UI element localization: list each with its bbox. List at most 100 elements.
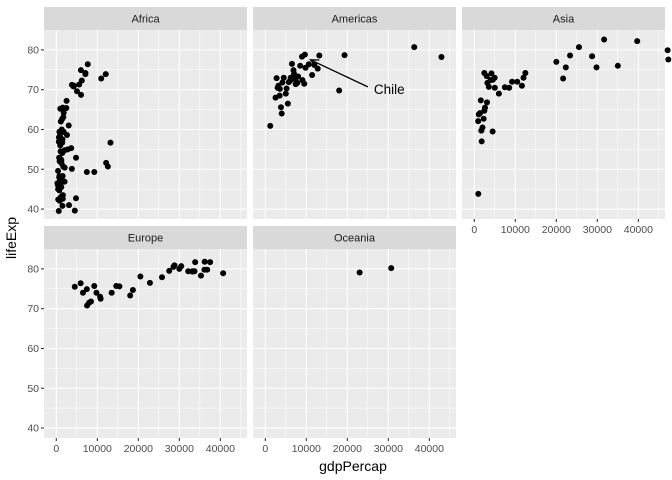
plot-area-africa	[44, 30, 247, 219]
data-point-americas	[272, 94, 279, 101]
data-point-asia	[483, 73, 490, 80]
x-tick-label: 30000	[583, 224, 612, 236]
data-point-africa	[60, 128, 67, 135]
data-point-asia	[518, 82, 525, 89]
data-point-asia	[477, 97, 484, 104]
data-point-africa	[71, 207, 78, 214]
data-point-americas	[297, 62, 304, 69]
data-point-africa	[73, 88, 80, 95]
data-point-asia	[487, 77, 494, 84]
data-point-asia	[488, 70, 495, 77]
data-point-asia	[553, 58, 560, 65]
data-point-asia	[495, 90, 502, 97]
strip-oceania	[253, 226, 456, 249]
x-tick-label: 40000	[206, 443, 235, 455]
panel-africa: Africa	[44, 7, 247, 219]
y-tick-label: 40	[27, 204, 39, 216]
data-point-europe	[146, 279, 153, 286]
panel-oceania: Oceania	[253, 226, 456, 438]
data-point-africa	[83, 169, 90, 176]
data-point-europe	[108, 289, 115, 296]
x-tick-label: 40000	[415, 443, 444, 455]
data-point-europe	[220, 270, 227, 277]
strip-label-europe: Europe	[128, 233, 163, 245]
plot-area-europe	[44, 249, 247, 438]
data-point-africa	[78, 91, 85, 98]
data-point-europe	[176, 265, 183, 272]
y-axis-title: lifeExp	[3, 217, 19, 259]
data-point-asia	[509, 78, 516, 85]
x-tick-label: 20000	[333, 443, 362, 455]
data-point-africa	[60, 109, 67, 116]
annotation-arrow-head	[308, 59, 320, 68]
annotation-arrow-line	[310, 59, 369, 88]
data-point-americas	[277, 104, 284, 111]
data-point-africa	[107, 139, 114, 146]
data-point-americas	[301, 80, 308, 87]
x-tick-label: 10000	[501, 224, 530, 236]
y-tick-label: 50	[27, 383, 39, 395]
strip-europe	[44, 226, 247, 249]
data-point-asia	[479, 124, 486, 131]
data-point-americas	[280, 74, 287, 81]
data-point-africa	[64, 146, 71, 153]
panel-asia: Asia	[462, 7, 672, 219]
data-point-asia	[483, 99, 490, 106]
data-point-americas	[411, 44, 418, 51]
data-point-europe	[129, 286, 136, 293]
data-point-africa	[73, 154, 80, 161]
plot-area-asia	[462, 30, 665, 219]
data-point-africa	[59, 202, 66, 209]
data-point-europe	[189, 268, 196, 275]
data-point-africa	[82, 71, 89, 78]
data-point-americas	[298, 53, 305, 60]
data-point-europe	[127, 292, 134, 299]
data-point-americas	[282, 90, 289, 97]
data-point-asia	[480, 115, 487, 122]
data-point-africa	[66, 202, 73, 209]
data-point-americas	[341, 52, 348, 59]
data-point-africa	[58, 184, 65, 191]
data-point-americas	[309, 71, 316, 78]
data-point-africa	[63, 97, 70, 104]
data-point-oceania	[356, 269, 363, 276]
data-point-europe	[192, 259, 199, 266]
data-point-asia	[522, 69, 529, 76]
data-point-africa	[56, 158, 63, 165]
data-point-americas	[274, 84, 281, 91]
data-point-americas	[283, 85, 290, 92]
x-tick-label: 30000	[165, 443, 194, 455]
x-tick-label: 0	[262, 443, 268, 455]
y-tick-label: 70	[27, 84, 39, 96]
data-point-europe	[171, 262, 178, 269]
data-point-europe	[93, 289, 100, 296]
strip-africa	[44, 7, 247, 30]
data-point-europe	[207, 259, 214, 266]
data-point-asia	[567, 52, 574, 59]
data-point-asia	[664, 47, 671, 54]
data-point-americas	[288, 60, 295, 67]
data-point-asia	[634, 38, 641, 45]
panel-europe: Europe	[44, 226, 262, 438]
strip-americas	[253, 7, 456, 30]
data-point-asia	[514, 78, 521, 85]
data-point-africa	[98, 75, 105, 82]
data-point-africa	[77, 67, 84, 74]
data-point-asia	[475, 111, 482, 118]
y-tick-label: 80	[27, 263, 39, 275]
data-point-americas	[295, 73, 302, 80]
data-point-americas	[316, 52, 323, 59]
strip-label-americas: Americas	[332, 14, 378, 26]
data-point-americas	[336, 87, 343, 94]
data-point-europe	[204, 266, 211, 273]
data-point-africa	[102, 71, 109, 78]
data-point-asia	[489, 128, 496, 135]
data-point-asia	[506, 84, 513, 91]
x-tick-label: 30000	[374, 443, 403, 455]
data-point-europe	[201, 258, 208, 265]
data-point-americas	[267, 122, 274, 129]
x-tick-label: 20000	[124, 443, 153, 455]
strip-label-oceania: Oceania	[334, 233, 376, 245]
y-tick-label: 70	[27, 303, 39, 315]
